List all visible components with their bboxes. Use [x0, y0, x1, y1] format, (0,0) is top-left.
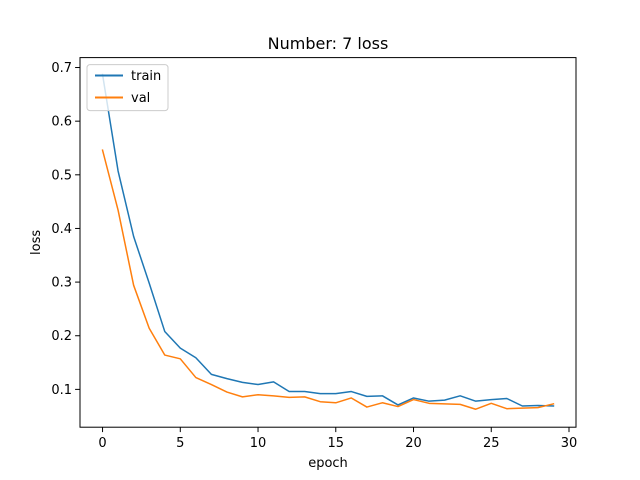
legend-label-val: val	[131, 91, 150, 106]
chart-title: Number: 7 loss	[268, 34, 389, 53]
y-tick-label: 0.7	[51, 61, 72, 76]
x-axis-label: epoch	[308, 456, 348, 471]
series-line-val	[101, 149, 555, 410]
series-line-train	[101, 73, 555, 407]
legend: train val	[86, 64, 169, 112]
x-tick-label: 15	[328, 436, 345, 451]
y-tick-label: 0.2	[51, 329, 72, 344]
x-tick-label: 20	[405, 436, 422, 451]
x-tick-label: 30	[561, 436, 578, 451]
y-tick-label: 0.5	[51, 168, 72, 183]
legend-label-train: train	[131, 69, 161, 84]
y-axis-label: loss	[29, 230, 44, 255]
y-tick-label: 0.4	[51, 222, 72, 237]
y-axis: 0.1 0.2 0.3 0.4 0.5 0.6 0.7	[51, 61, 80, 398]
plot-area-frame	[79, 57, 577, 428]
x-tick-label: 10	[250, 436, 267, 451]
series-layer	[101, 73, 555, 410]
y-tick-label: 0.3	[51, 276, 72, 291]
x-tick-label: 5	[176, 436, 184, 451]
x-tick-label: 0	[98, 436, 106, 451]
x-tick-label: 25	[483, 436, 500, 451]
y-tick-label: 0.1	[51, 383, 72, 398]
x-axis: 0 5 10 15 20 25 30	[98, 427, 577, 451]
y-tick-label: 0.6	[51, 115, 72, 130]
